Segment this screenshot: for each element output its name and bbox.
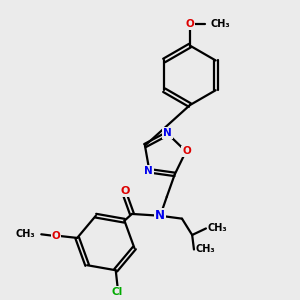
Text: N: N: [163, 128, 172, 138]
Text: O: O: [121, 186, 130, 196]
Text: N: N: [144, 166, 153, 176]
Text: N: N: [155, 209, 165, 222]
Text: CH₃: CH₃: [195, 244, 215, 254]
Text: Cl: Cl: [112, 287, 123, 297]
Text: O: O: [185, 19, 194, 29]
Text: CH₃: CH₃: [211, 19, 231, 29]
Text: CH₃: CH₃: [15, 229, 35, 239]
Text: O: O: [51, 231, 60, 241]
Text: CH₃: CH₃: [207, 224, 227, 233]
Text: O: O: [182, 146, 191, 156]
